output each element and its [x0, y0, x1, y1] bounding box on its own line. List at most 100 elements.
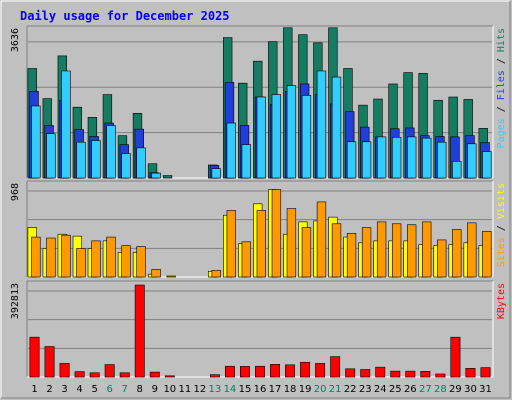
bar-kbytes-day-17	[270, 364, 280, 378]
x-tick-label-day-29: 29	[449, 384, 462, 395]
bar-sites-day-10	[166, 275, 176, 278]
x-tick-label-day-28: 28	[434, 384, 447, 395]
x-tick-label-day-18: 18	[284, 384, 297, 395]
bar-kbytes-day-25	[390, 370, 401, 378]
x-tick-label-day-16: 16	[254, 384, 267, 395]
bar-kbytes-day-31	[480, 367, 491, 378]
chart-panel-top: 3636 Pages / Files / Hits	[10, 25, 507, 179]
bar-sites-day-21	[331, 223, 342, 278]
bar-sites-day-20	[316, 201, 327, 278]
bar-kbytes-day-29	[450, 336, 461, 378]
bar-sites-day-24	[376, 221, 387, 278]
chart-panel-middle: 968 Sites / Visits	[10, 180, 507, 278]
bar-pages-day-2	[46, 133, 56, 179]
bar-kbytes-day-1	[29, 336, 40, 378]
bar-pages-day-24	[376, 136, 387, 179]
bar-kbytes-day-18	[285, 364, 296, 378]
legend-entry: Sites	[496, 237, 507, 267]
x-tick-label-day-4: 4	[76, 384, 82, 395]
bar-kbytes-day-23	[360, 369, 371, 378]
bar-pages-day-5	[91, 140, 101, 179]
chart-panel-bottom: 392813 KBytes	[10, 280, 507, 378]
bar-kbytes-day-5	[89, 372, 100, 378]
bar-sites-day-25	[391, 223, 402, 278]
bar-sites-day-9	[151, 269, 161, 278]
bar-pages-day-28	[437, 141, 447, 179]
bar-kbytes-day-20	[315, 363, 326, 378]
bar-pages-day-20	[316, 70, 327, 179]
bar-pages-day-31	[482, 151, 492, 179]
bar-kbytes-day-24	[375, 366, 386, 378]
y-max-label: 3636	[10, 28, 21, 52]
bar-pages-day-8	[136, 147, 146, 179]
bar-kbytes-day-27	[420, 371, 431, 378]
bar-sites-day-23	[361, 227, 372, 278]
bar-sites-day-31	[482, 231, 492, 278]
bar-sites-day-27	[422, 221, 432, 278]
bar-kbytes-day-2	[44, 346, 55, 378]
bar-pages-day-21	[331, 76, 342, 179]
bar-sites-day-6	[106, 236, 116, 278]
bar-pages-day-18	[286, 85, 297, 179]
x-tick-label-day-5: 5	[91, 384, 97, 395]
legend-separator: /	[496, 219, 507, 237]
bar-pages-day-17	[271, 94, 282, 179]
bar-kbytes-day-3	[59, 363, 70, 378]
bar-pages-day-4	[76, 141, 86, 179]
legend: Sites / Visits	[496, 183, 507, 267]
x-tick-label-day-15: 15	[239, 384, 252, 395]
bar-sites-day-5	[91, 240, 101, 278]
bar-kbytes-day-16	[255, 365, 265, 378]
bar-sites-day-16	[256, 210, 267, 278]
y-max-label: 968	[10, 183, 21, 201]
bar-pages-day-14	[226, 122, 236, 179]
bar-pages-day-1	[31, 105, 41, 179]
legend-separator: /	[496, 52, 507, 70]
x-tick-label-day-19: 19	[299, 384, 312, 395]
x-tick-label-day-23: 23	[359, 384, 372, 395]
bar-pages-day-6	[106, 125, 116, 179]
bar-kbytes-day-30	[465, 368, 476, 378]
bar-pages-day-25	[391, 137, 402, 179]
bar-kbytes-day-8	[134, 284, 145, 378]
bar-sites-day-19	[301, 227, 312, 278]
legend: KBytes	[496, 283, 507, 319]
bar-kbytes-day-21	[330, 356, 341, 378]
x-tick-label-day-11: 11	[178, 384, 191, 395]
bar-sites-day-4	[76, 248, 86, 278]
x-tick-label-day-7: 7	[122, 384, 128, 395]
bar-kbytes-day-22	[345, 368, 356, 378]
legend-entry: Hits	[496, 28, 507, 52]
bar-kbytes-day-14	[224, 365, 235, 378]
bar-pages-day-7	[121, 153, 131, 179]
y-max-label: 392813	[10, 283, 21, 319]
legend-entry: KBytes	[496, 283, 507, 319]
bar-sites-day-1	[31, 236, 41, 278]
x-tick-label-day-8: 8	[137, 384, 143, 395]
bar-pages-day-16	[256, 96, 267, 179]
x-tick-label-day-17: 17	[269, 384, 282, 395]
x-tick-label-day-31: 31	[479, 384, 492, 395]
x-tick-label-day-14: 14	[224, 384, 237, 395]
bar-kbytes-day-28	[435, 373, 446, 378]
x-tick-label-day-9: 9	[152, 384, 158, 395]
bar-pages-day-3	[61, 70, 71, 179]
bar-kbytes-day-19	[300, 361, 311, 378]
bar-sites-day-30	[467, 222, 477, 278]
bar-sites-day-13	[211, 270, 221, 278]
bar-sites-day-15	[241, 241, 251, 278]
x-tick-label-day-20: 20	[314, 384, 327, 395]
legend-separator: /	[496, 100, 507, 118]
bar-kbytes-day-9	[149, 371, 160, 378]
legend-entry: Pages	[496, 118, 507, 148]
x-tick-label-day-13: 13	[209, 384, 222, 395]
bar-hits-day-10	[162, 175, 173, 179]
bar-sites-day-2	[46, 237, 56, 278]
x-tick-label-day-3: 3	[61, 384, 67, 395]
bar-pages-day-29	[452, 161, 462, 179]
bar-kbytes-day-6	[104, 364, 115, 378]
x-tick-label-day-30: 30	[464, 384, 477, 395]
